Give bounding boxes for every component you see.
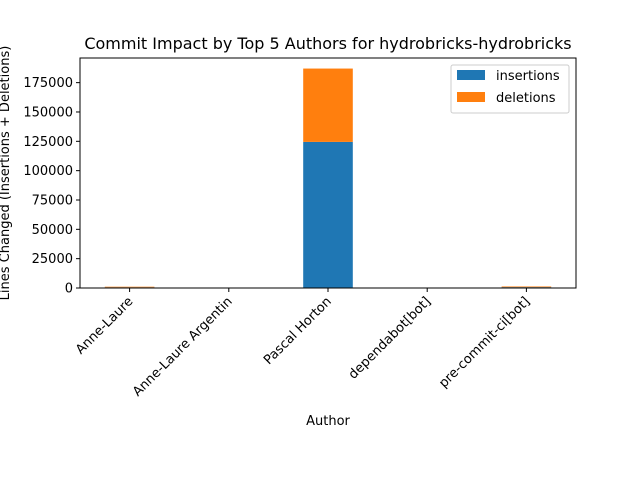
bar-deletions-0 — [104, 286, 155, 288]
legend-swatch-deletions — [457, 92, 485, 102]
y-axis: 0 25000 50000 75000 100000 125000 150000 175000 — [23, 76, 80, 297]
bar-insertions-2 — [303, 141, 353, 288]
y-tick-label: 0 — [65, 282, 73, 297]
chart-title: Commit Impact by Top 5 Authors for hydro… — [84, 34, 571, 53]
x-tick-label: Pascal Horton — [261, 294, 335, 368]
bar-deletions-2 — [303, 68, 353, 142]
y-tick-label: 125000 — [23, 135, 73, 150]
y-tick-label: 50000 — [32, 223, 73, 238]
x-tick-label: dependabot[bot] — [346, 294, 434, 382]
legend-label-deletions: deletions — [496, 91, 556, 106]
x-axis-label: Author — [306, 414, 350, 429]
y-tick-label: 100000 — [23, 164, 73, 179]
bar-deletions-4 — [501, 286, 552, 288]
bars — [104, 68, 552, 288]
y-tick-label: 75000 — [32, 193, 73, 208]
x-tick-label: pre-commit-ci[bot] — [436, 294, 533, 391]
legend-swatch-insertions — [457, 70, 485, 80]
x-tick-label: Anne-Laure — [73, 294, 136, 357]
legend-label-insertions: insertions — [496, 69, 560, 84]
x-tick-label: Anne-Laure Argentin — [130, 294, 235, 399]
legend: insertions deletions — [450, 64, 570, 114]
y-tick-label: 25000 — [32, 252, 73, 267]
y-axis-label: Lines Changed (Insertions + Deletions) — [0, 46, 13, 301]
y-tick-label: 175000 — [23, 76, 73, 91]
y-tick-label: 150000 — [23, 105, 73, 120]
